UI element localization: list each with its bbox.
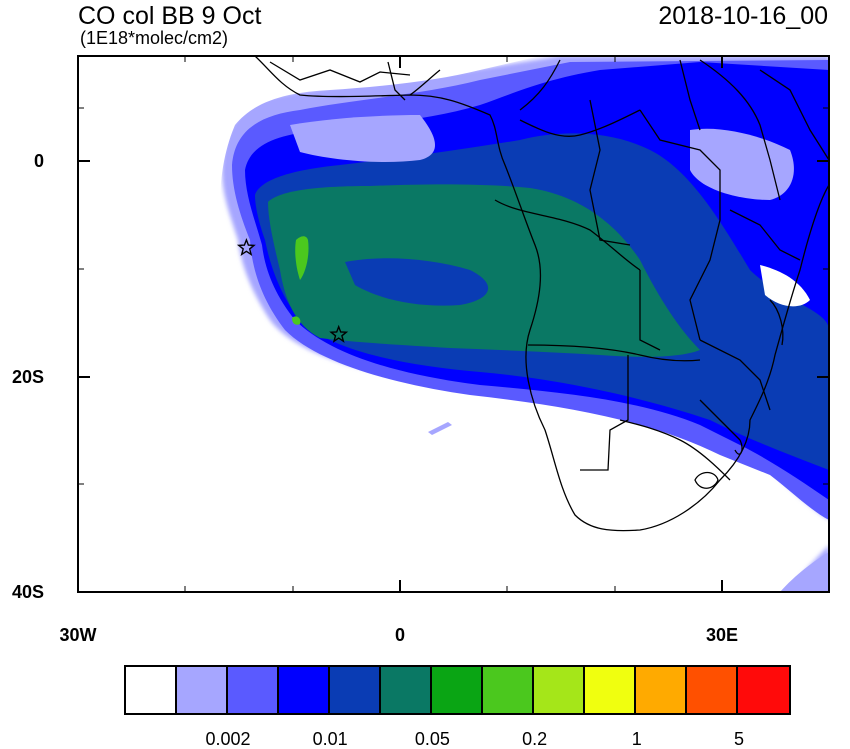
colorbar-swatch (636, 667, 687, 713)
colorbar-swatch (585, 667, 636, 713)
colorbar-swatch (381, 667, 432, 713)
colorbar-label: 1 (632, 730, 642, 748)
colorbar-label: 0.01 (313, 730, 348, 748)
colorbar-swatch (432, 667, 483, 713)
colorbar-swatch (483, 667, 534, 713)
colorbar-swatch (177, 667, 228, 713)
colorbar-swatch (687, 667, 738, 713)
x-tick-label: 0 (395, 626, 405, 644)
x-tick-label: 30W (59, 626, 96, 644)
colorbar-label: 5 (734, 730, 744, 748)
colorbar-swatch (126, 667, 177, 713)
colorbar-swatch (228, 667, 279, 713)
y-tick-label: 40S (4, 583, 44, 601)
colorbar-label: 0.2 (522, 730, 547, 748)
x-tick-label: 30E (706, 626, 738, 644)
y-tick-label: 0 (4, 152, 44, 170)
colorbar-swatch (330, 667, 381, 713)
plume-field (78, 56, 829, 592)
colorbar-label: 0.05 (415, 730, 450, 748)
colorbar-swatch (279, 667, 330, 713)
colorbar-label: 0.002 (205, 730, 250, 748)
colorbar-swatch (534, 667, 585, 713)
colorbar (124, 665, 791, 715)
y-tick-label: 20S (4, 368, 44, 386)
colorbar-swatch (738, 667, 789, 713)
